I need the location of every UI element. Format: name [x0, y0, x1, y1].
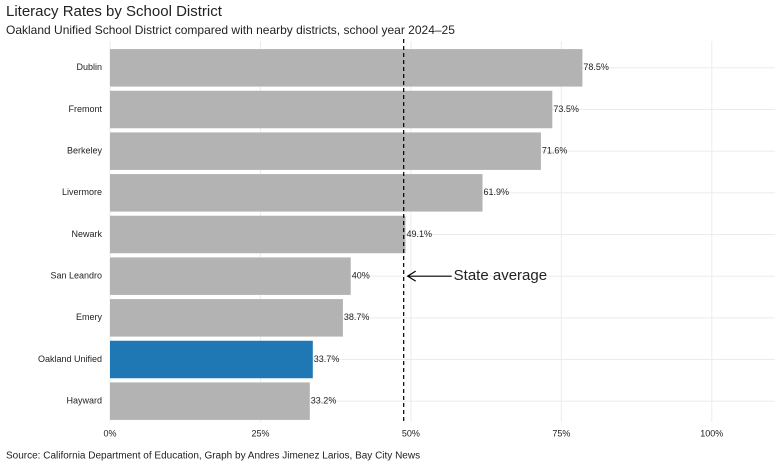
value-label: 38.7% [344, 312, 370, 322]
value-label: 73.5% [553, 104, 579, 114]
bar [110, 340, 313, 379]
x-tick-label: 50% [402, 428, 420, 438]
chart-title: Literacy Rates by School District [6, 3, 223, 20]
chart-subtitle: Oakland Unified School District compared… [6, 23, 455, 37]
bar [110, 257, 351, 295]
x-tick-label: 100% [700, 428, 723, 438]
value-label: 33.2% [311, 396, 337, 406]
x-tick-label: 0% [103, 428, 116, 438]
source-note: Source: California Department of Educati… [6, 451, 420, 462]
bar [110, 90, 553, 129]
value-label: 61.9% [484, 187, 510, 197]
x-tick-label: 75% [552, 428, 570, 438]
value-label: 33.7% [314, 354, 340, 364]
annotation-arrow [406, 270, 452, 282]
y-tick-label: Oakland Unified [38, 354, 102, 364]
bar [110, 132, 541, 170]
value-label: 49.1% [406, 229, 432, 239]
y-tick-label: Livermore [62, 187, 102, 197]
y-tick-label: San Leandro [50, 271, 102, 281]
y-tick-label: Fremont [68, 104, 102, 114]
y-tick-label: Hayward [66, 396, 102, 406]
x-tick-label: 25% [251, 428, 269, 438]
annotation-label: State average [454, 267, 547, 284]
y-tick-label: Dublin [76, 62, 102, 72]
bar [110, 49, 583, 87]
value-label: 78.5% [583, 62, 609, 72]
y-tick-label: Emery [76, 312, 103, 322]
bar [110, 215, 406, 254]
bar [110, 382, 310, 420]
y-tick-label: Newark [71, 229, 102, 239]
y-tick-label: Berkeley [67, 146, 103, 156]
bar [110, 299, 343, 337]
value-label: 40% [352, 271, 370, 281]
bar [110, 174, 483, 212]
value-label: 71.6% [542, 146, 568, 156]
